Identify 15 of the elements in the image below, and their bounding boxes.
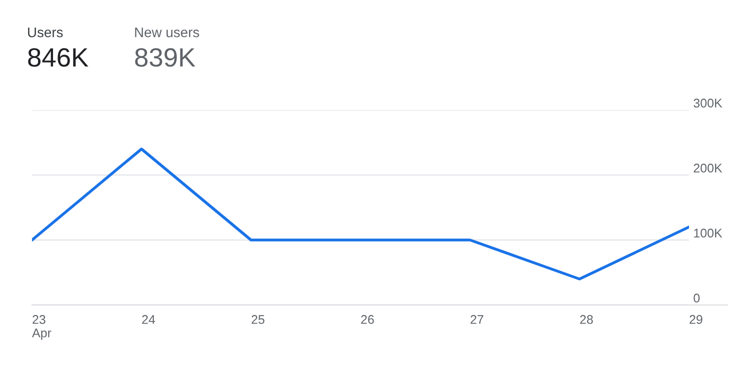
text: Users — [28, 28, 63, 38]
y-tick-label: 0 — [694, 294, 700, 303]
x-tick-label: 26 — [361, 315, 374, 324]
text: New users — [135, 28, 200, 38]
y-tick-label: 200K — [694, 164, 722, 173]
text: 839K — [135, 48, 196, 67]
text: 846K — [28, 48, 88, 67]
x-tick-label: 27 — [470, 315, 484, 324]
x-tick-label: 24 — [142, 315, 156, 324]
x-tick-label: 29 — [690, 315, 702, 324]
x-tick-label: 28 — [580, 315, 593, 324]
y-tick-label: 100K — [694, 228, 722, 238]
x-tick-label: 25 — [252, 315, 264, 324]
y-tick-label: 300K — [694, 98, 722, 108]
x-tick-label: 23 Apr — [32, 315, 52, 340]
